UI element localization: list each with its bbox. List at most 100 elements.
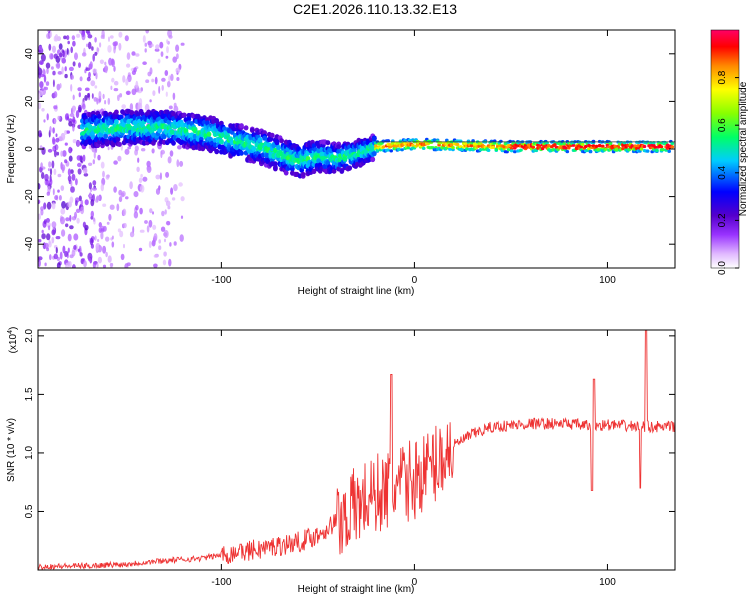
spectrogram-cell	[336, 144, 342, 150]
spectrogram-cell	[39, 81, 44, 89]
spectrogram-cell	[639, 147, 644, 151]
spectrogram-cell	[111, 235, 114, 240]
spectrogram-cell	[129, 231, 135, 238]
spectrogram-cell	[52, 127, 55, 134]
spectrogram-cell	[87, 34, 93, 39]
spectrogram-cell	[164, 238, 166, 243]
spectrogram-cell	[118, 196, 123, 203]
spectrogram-cell	[125, 78, 129, 86]
spectrogram-cell	[542, 145, 546, 149]
spectrogram-cell	[486, 148, 491, 152]
spectrogram-cell	[152, 211, 154, 215]
spectrogram-cell	[100, 231, 104, 240]
x-tick-label: 100	[599, 275, 616, 286]
spectrogram-cell	[80, 206, 85, 215]
spectrogram-cell	[607, 145, 611, 149]
spectrogram-cell	[41, 108, 45, 112]
spectrogram-cell	[113, 45, 116, 54]
spectrogram-cell	[155, 44, 160, 50]
snr-frame	[37, 329, 676, 571]
x-tick-label: 100	[599, 577, 616, 588]
spectrogram-cell	[72, 61, 76, 67]
spectrogram-cell	[152, 90, 156, 96]
spectrogram-cell	[87, 138, 93, 144]
spectrogram-cell	[103, 225, 107, 232]
spectrogram-cell	[46, 67, 49, 75]
spectrogram-cell	[65, 223, 69, 228]
spectrogram-cell	[77, 162, 82, 168]
spectrogram-cell	[107, 255, 112, 263]
spectrogram-cell	[48, 241, 52, 248]
spectrogram-cell	[109, 204, 115, 210]
spectrogram-cell	[133, 67, 137, 73]
spectrogram-cell	[145, 79, 150, 83]
spectrogram-cell	[119, 93, 123, 98]
spectrogram-cell	[97, 154, 101, 161]
spectrogram-cell	[127, 74, 132, 83]
spectrogram-cell	[40, 53, 46, 62]
spectrogram-cell	[84, 94, 88, 101]
spectrogram-cell	[339, 168, 345, 174]
spectrogram-cell	[567, 146, 571, 150]
spectrogram-cell	[79, 155, 83, 160]
spectrogram-cell	[166, 39, 169, 44]
spectrogram-cell	[75, 200, 78, 207]
spectrogram-cell	[557, 146, 562, 150]
spectrogram-cell	[621, 147, 625, 151]
spectrogram-cell	[162, 259, 167, 266]
spectrogram-cell	[102, 203, 107, 207]
spectrogram-cell	[48, 225, 51, 231]
spectrogram-cell	[53, 35, 57, 42]
spectrogram-cell	[165, 200, 171, 207]
spectrogram-cell	[111, 77, 115, 83]
spectrogram-cell	[72, 94, 75, 101]
spectrogram-cell	[509, 149, 514, 153]
spectrogram-cell	[67, 40, 70, 45]
spectrogram-cell	[75, 178, 78, 186]
spectrogram-cell	[97, 113, 102, 119]
spectrogram-cell	[92, 68, 98, 74]
spectrogram-cell	[153, 233, 158, 241]
spectrogram-cell	[131, 88, 137, 96]
spectrogram-cell	[110, 85, 113, 91]
spectrogram-cell	[165, 171, 170, 178]
spectrogram-cell	[76, 33, 81, 38]
spectrogram-cell	[51, 236, 55, 244]
spectrogram-cell	[62, 245, 66, 254]
spectrogram-cell	[161, 84, 164, 91]
spectrogram-cell	[86, 43, 89, 48]
spectrogram-cell	[121, 104, 126, 109]
spectrogram-cell	[316, 158, 322, 164]
spectrogram-cell	[49, 254, 52, 261]
spectrogram-cell	[645, 149, 650, 153]
spectrogram-cell	[81, 103, 86, 110]
spectrogram-cell	[45, 218, 51, 223]
colorbar-gradient	[710, 29, 740, 269]
spectrogram-cell	[135, 80, 139, 89]
spectrogram-cell	[53, 105, 58, 110]
spectrogram-cell	[59, 251, 63, 260]
spectrogram-cell	[129, 103, 134, 111]
spectrogram-cell	[92, 53, 95, 62]
spectrogram-cell	[239, 150, 244, 156]
spectrogram-cell	[84, 87, 90, 92]
spectrogram-cell	[371, 136, 377, 142]
spectrogram-cell	[70, 84, 73, 92]
spectrogram-cell	[178, 182, 183, 187]
spectrogram-cell	[451, 146, 455, 150]
spectrogram-cell	[141, 148, 146, 152]
spectrogram-cell	[105, 251, 108, 258]
spectrogram-cell	[92, 159, 96, 165]
spectrogram-cell	[171, 140, 176, 146]
spectrogram-cell	[104, 100, 107, 105]
spectrogram-cell	[68, 146, 73, 154]
spectrogram-cell	[104, 66, 108, 74]
spectrogram-cell	[50, 66, 54, 70]
spectrogram-cell	[494, 148, 499, 152]
spectrogram-cell	[48, 43, 52, 51]
spectrogram-cell	[273, 161, 278, 167]
spectrogram-cell	[347, 165, 352, 171]
spectrogram-cell	[60, 150, 64, 157]
spectrogram-cell	[109, 262, 114, 267]
spectrogram-cell	[110, 265, 113, 268]
